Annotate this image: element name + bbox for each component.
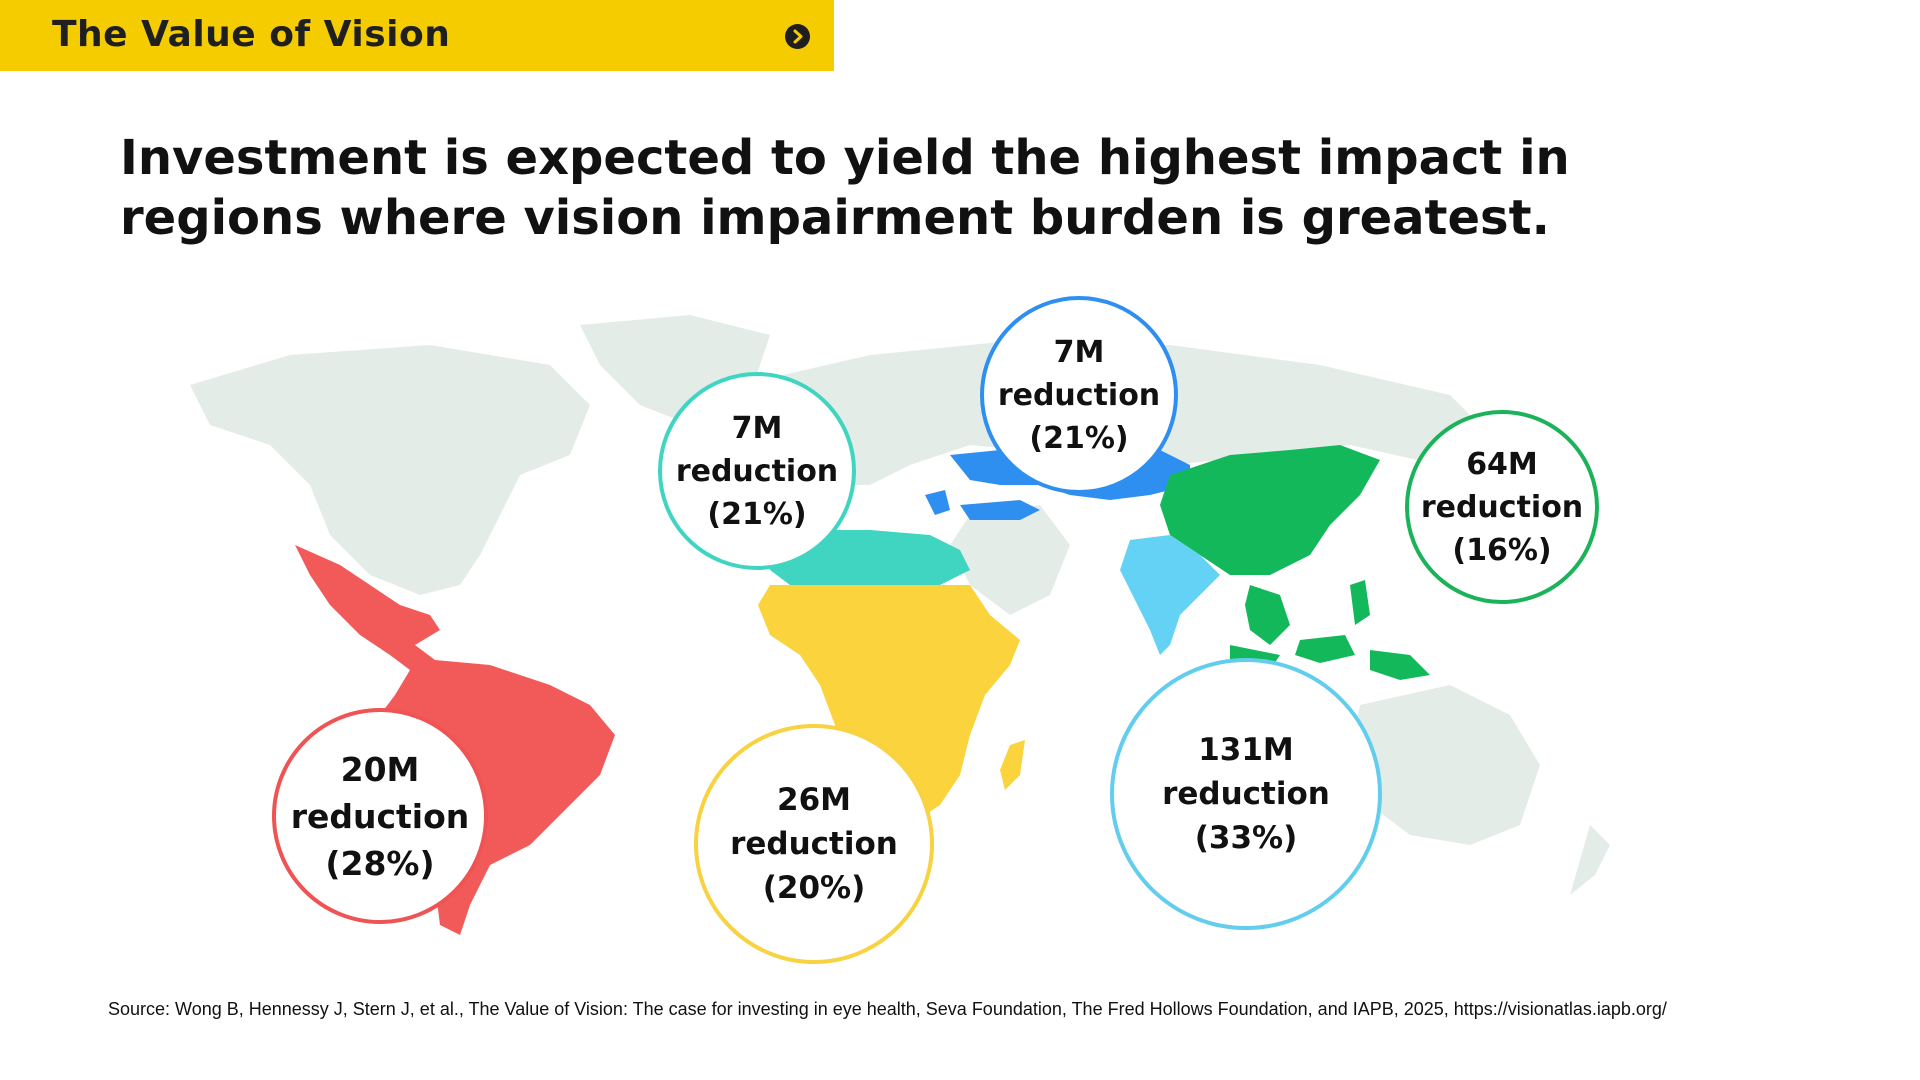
header-banner: The Value of Vision — [0, 0, 834, 71]
callout-north-africa: 7M reduction (21%) — [658, 372, 856, 570]
callout-percent: (16%) — [1452, 532, 1552, 568]
callout-percent: (21%) — [1029, 420, 1129, 456]
callout-label: reduction — [675, 453, 839, 489]
region-balkans — [925, 490, 950, 515]
land-north-america — [190, 345, 590, 595]
region-sub-saharan-africa — [758, 585, 1020, 830]
region-east-asia — [1160, 445, 1380, 575]
callout-east-southeast-asia: 64M reduction (16%) — [1405, 410, 1599, 604]
callout-percent: (33%) — [1194, 820, 1298, 856]
callout-percent: (20%) — [762, 870, 866, 906]
callout-value: 20M — [340, 749, 420, 789]
callout-value: 64M — [1466, 446, 1538, 482]
callout-percent: (21%) — [707, 496, 807, 532]
callout-value: 26M — [777, 782, 851, 818]
region-madagascar — [1000, 740, 1025, 790]
callout-label: reduction — [290, 796, 470, 836]
region-indonesia-2 — [1295, 635, 1355, 663]
callout-value: 7M — [1053, 334, 1105, 370]
chevron-right-icon[interactable] — [785, 24, 810, 49]
region-turkey — [960, 500, 1040, 520]
callout-label: reduction — [1162, 776, 1330, 812]
header-title: The Value of Vision — [52, 14, 451, 55]
callout-label: reduction — [730, 826, 898, 862]
region-philippines — [1350, 580, 1370, 625]
region-indonesia-3 — [1370, 650, 1430, 680]
source-citation: Source: Wong B, Hennessy J, Stern J, et … — [108, 999, 1667, 1019]
callout-label: reduction — [997, 377, 1161, 413]
callout-central-europe-asia: 7M reduction (21%) — [980, 296, 1178, 494]
land-middle-east — [950, 505, 1070, 615]
callout-sub-saharan-africa: 26M reduction (20%) — [694, 724, 934, 964]
callout-value: 131M — [1198, 732, 1294, 768]
land-new-zealand — [1570, 825, 1610, 895]
callout-label: reduction — [1420, 489, 1584, 525]
callout-percent: (28%) — [325, 843, 435, 883]
callout-south-asia: 131M reduction (33%) — [1110, 658, 1382, 930]
region-south-asia — [1120, 535, 1220, 655]
callout-value: 7M — [731, 410, 783, 446]
callout-latin-america: 20M reduction (28%) — [272, 708, 488, 924]
land-australia — [1350, 685, 1540, 845]
region-southeast-asia — [1245, 585, 1290, 645]
page-title: Investment is expected to yield the high… — [120, 130, 1570, 246]
